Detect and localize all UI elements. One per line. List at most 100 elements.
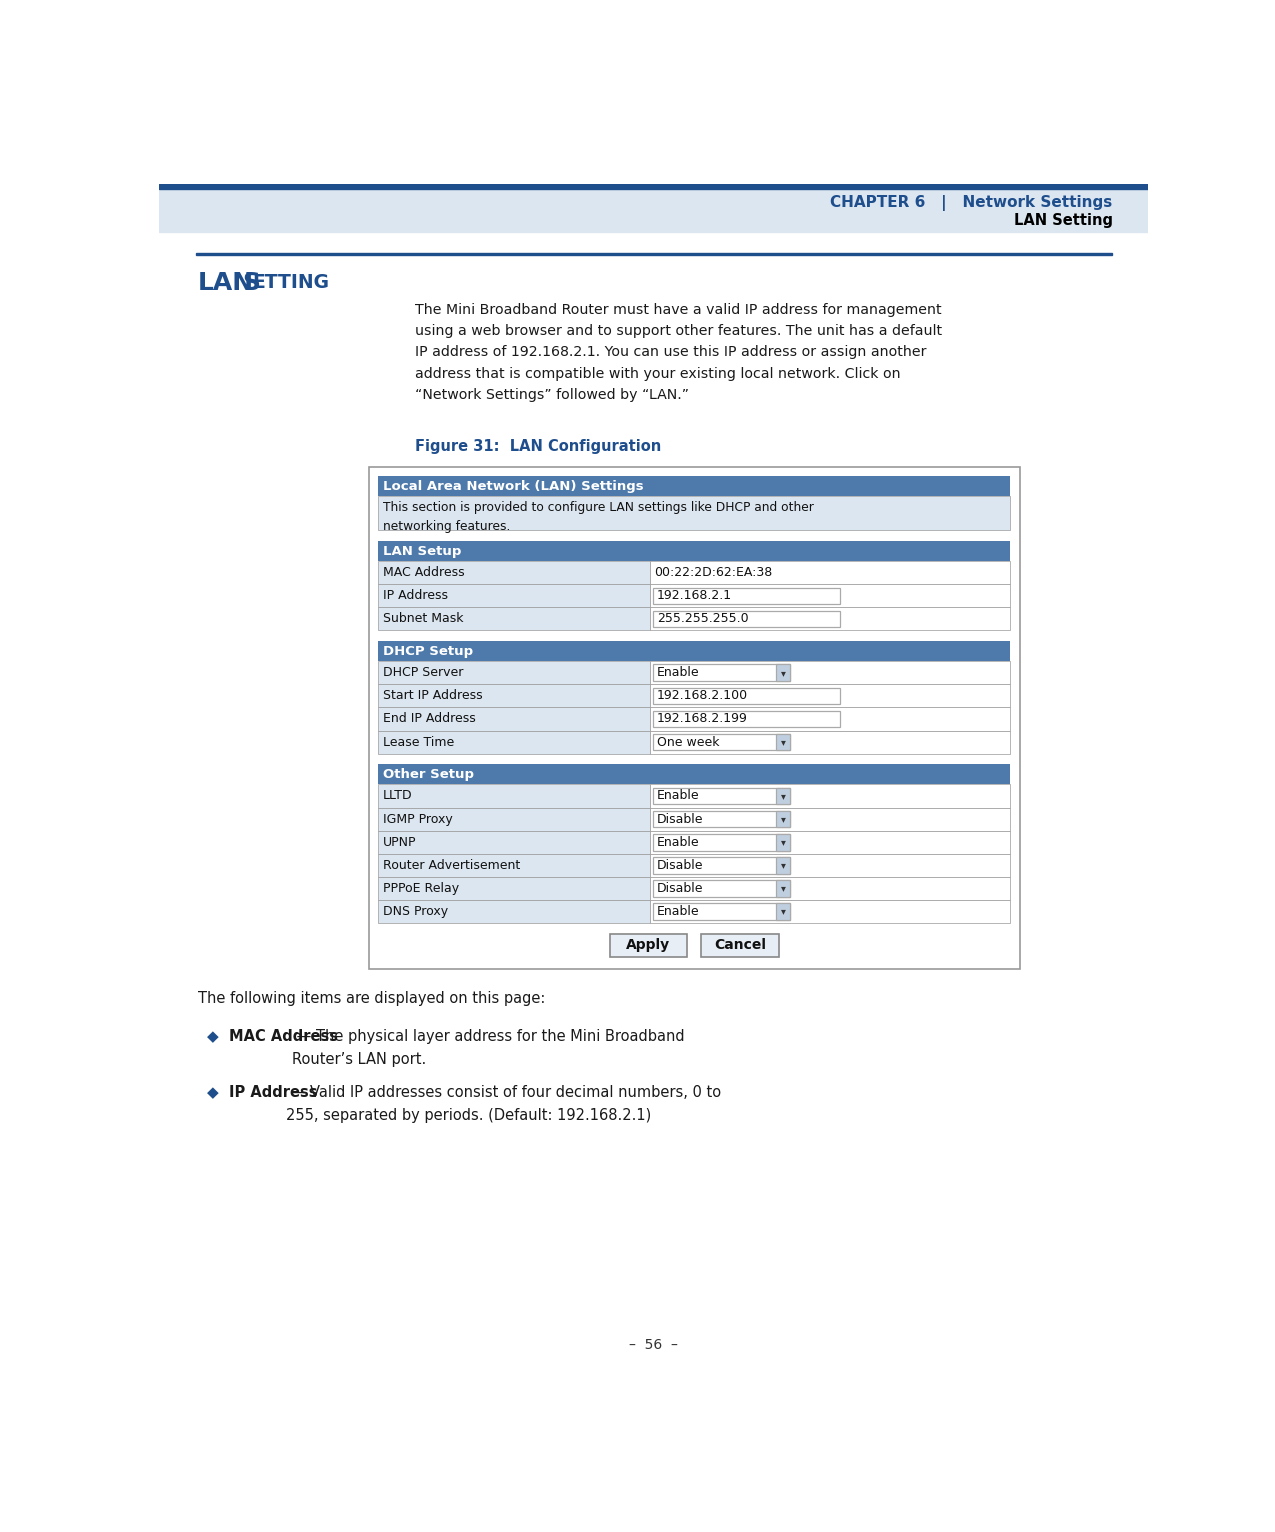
Bar [377, 853, 650, 876]
Text: Cancel: Cancel [714, 939, 766, 953]
Text: ▾: ▾ [780, 907, 785, 916]
Bar [377, 764, 1010, 784]
Text: ◆: ◆ [208, 1030, 219, 1045]
Bar [377, 731, 650, 754]
Text: End IP Address: End IP Address [382, 712, 476, 726]
Bar [377, 807, 650, 830]
Bar [377, 476, 1010, 496]
Bar [653, 734, 790, 751]
Bar [377, 876, 650, 899]
Bar [776, 810, 790, 827]
Bar [377, 685, 650, 708]
Text: Local Area Network (LAN) Settings: Local Area Network (LAN) Settings [384, 480, 644, 493]
Bar [776, 904, 790, 919]
Text: S: S [242, 271, 260, 294]
Bar [377, 830, 650, 853]
Text: Enable: Enable [657, 666, 700, 679]
Text: LAN Setting: LAN Setting [1014, 213, 1113, 228]
Text: The following items are displayed on this page:: The following items are displayed on thi… [198, 991, 546, 1007]
Text: LAN Setup: LAN Setup [384, 545, 462, 558]
Text: IP Address: IP Address [230, 1085, 317, 1100]
Bar [650, 561, 1010, 584]
Text: –  56  –: – 56 – [629, 1337, 677, 1353]
Bar [377, 642, 1010, 662]
Bar [377, 662, 650, 685]
Text: DHCP Server: DHCP Server [382, 666, 463, 679]
Bar [196, 253, 1112, 254]
Bar [159, 184, 1148, 190]
Text: Router Advertisement: Router Advertisement [382, 859, 520, 872]
Bar [368, 467, 1020, 970]
Text: ▾: ▾ [780, 737, 785, 748]
Text: Apply: Apply [626, 939, 671, 953]
Bar [650, 853, 1010, 876]
Bar [701, 935, 779, 958]
Text: PPPoE Relay: PPPoE Relay [382, 882, 459, 895]
Bar [377, 899, 650, 924]
Bar [650, 607, 1010, 631]
Text: UPNP: UPNP [382, 835, 416, 849]
Text: — The physical layer address for the Mini Broadband
Router’s LAN port.: — The physical layer address for the Min… [292, 1030, 685, 1068]
Text: Disable: Disable [657, 812, 704, 826]
Text: IGMP Proxy: IGMP Proxy [382, 812, 453, 826]
Text: IP Address: IP Address [382, 590, 448, 602]
Text: ▾: ▾ [780, 836, 785, 847]
Text: ▾: ▾ [780, 884, 785, 893]
Bar [377, 496, 1010, 530]
Bar [776, 879, 790, 896]
Bar [377, 561, 650, 584]
Text: LAN: LAN [198, 271, 254, 294]
Text: LLTD: LLTD [382, 789, 412, 803]
Text: ▾: ▾ [780, 791, 785, 801]
Bar [653, 856, 790, 873]
Bar [650, 784, 1010, 807]
Text: The Mini Broadband Router must have a valid IP address for management
using a we: The Mini Broadband Router must have a va… [416, 303, 942, 401]
Text: — Valid IP addresses consist of four decimal numbers, 0 to
255, separated by per: — Valid IP addresses consist of four dec… [287, 1085, 722, 1123]
Text: ▾: ▾ [780, 861, 785, 870]
Bar [653, 810, 790, 827]
Text: 255.255.255.0: 255.255.255.0 [657, 613, 748, 625]
Bar [650, 899, 1010, 924]
Bar [653, 904, 790, 919]
Text: ▾: ▾ [780, 668, 785, 677]
Bar [776, 787, 790, 804]
Text: Start IP Address: Start IP Address [382, 689, 482, 702]
Text: Lease Time: Lease Time [382, 735, 454, 749]
Bar [650, 685, 1010, 708]
Bar [609, 935, 687, 958]
Bar [650, 830, 1010, 853]
Text: Other Setup: Other Setup [384, 768, 474, 781]
Bar [650, 708, 1010, 731]
Bar [377, 708, 650, 731]
Text: 00:22:2D:62:EA:38: 00:22:2D:62:EA:38 [654, 567, 773, 579]
Text: MAC Address: MAC Address [230, 1030, 338, 1045]
Text: DHCP Setup: DHCP Setup [384, 645, 473, 657]
Bar [776, 856, 790, 873]
Text: Disable: Disable [657, 859, 704, 872]
Text: 192.168.2.199: 192.168.2.199 [657, 712, 747, 726]
Bar [653, 588, 840, 604]
Text: 192.168.2.1: 192.168.2.1 [657, 590, 732, 602]
Text: Enable: Enable [657, 905, 700, 918]
Text: ETTING: ETTING [252, 273, 329, 293]
Bar [650, 584, 1010, 607]
Bar [377, 607, 650, 631]
Bar [653, 665, 790, 682]
Text: Disable: Disable [657, 882, 704, 895]
Bar [653, 833, 790, 850]
Text: Enable: Enable [657, 835, 700, 849]
Bar [653, 711, 840, 728]
Text: One week: One week [657, 735, 719, 749]
Text: MAC Address: MAC Address [382, 567, 464, 579]
Bar [377, 784, 650, 807]
Text: Enable: Enable [657, 789, 700, 803]
Text: ◆: ◆ [208, 1085, 219, 1100]
Bar [776, 734, 790, 751]
Text: DNS Proxy: DNS Proxy [382, 905, 448, 918]
Bar [159, 190, 1148, 231]
Bar [653, 787, 790, 804]
Bar [650, 876, 1010, 899]
Bar [653, 879, 790, 896]
Text: Figure 31:  LAN Configuration: Figure 31: LAN Configuration [416, 440, 662, 455]
Bar [650, 662, 1010, 685]
